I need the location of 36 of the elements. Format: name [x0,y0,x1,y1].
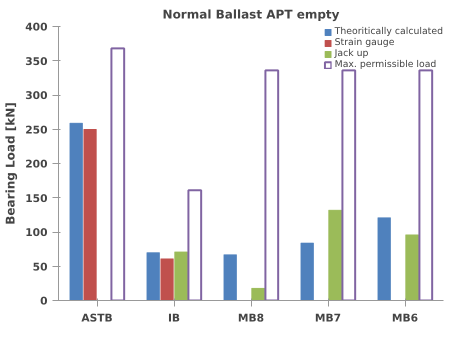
x-tick-label: MB7 [314,312,342,324]
bar [70,122,83,300]
y-tick-label: 250 [25,123,48,136]
y-tick-label: 100 [25,226,48,239]
y-tick-label: 200 [25,158,48,170]
bar [110,47,126,300]
bar [418,69,434,300]
legend-label: Strain gauge [334,37,394,48]
x-tick-label: MB8 [238,312,264,324]
y-tick-label: 150 [25,192,48,205]
x-tick-label: IB [168,312,180,324]
bar [328,210,342,300]
bar [251,288,265,300]
y-tick-label: 300 [25,89,48,102]
legend-label: Jack up [334,48,368,59]
bar [224,254,237,300]
bar [160,258,174,300]
legend-label: Theoritically calculated [334,26,443,37]
bar [405,234,419,300]
y-tick-label: 0 [40,294,48,308]
x-tick-label: ASTB [81,312,113,324]
x-tick-label: MB6 [392,312,418,324]
y-axis-title: Bearing Load [kN] [3,102,18,225]
legend-label: Max. permissible load [334,59,436,70]
bar [264,69,280,300]
bar [174,252,188,300]
y-tick-label: 350 [25,54,48,68]
bar [146,252,160,300]
chart-title: Normal Ballast APT empty [162,8,340,22]
bar [341,69,356,300]
y-tick-label: 400 [25,20,48,34]
bar [83,129,97,300]
bar [300,242,314,300]
bar [378,217,391,300]
y-tick-label: 50 [32,260,48,274]
bar [187,189,202,300]
